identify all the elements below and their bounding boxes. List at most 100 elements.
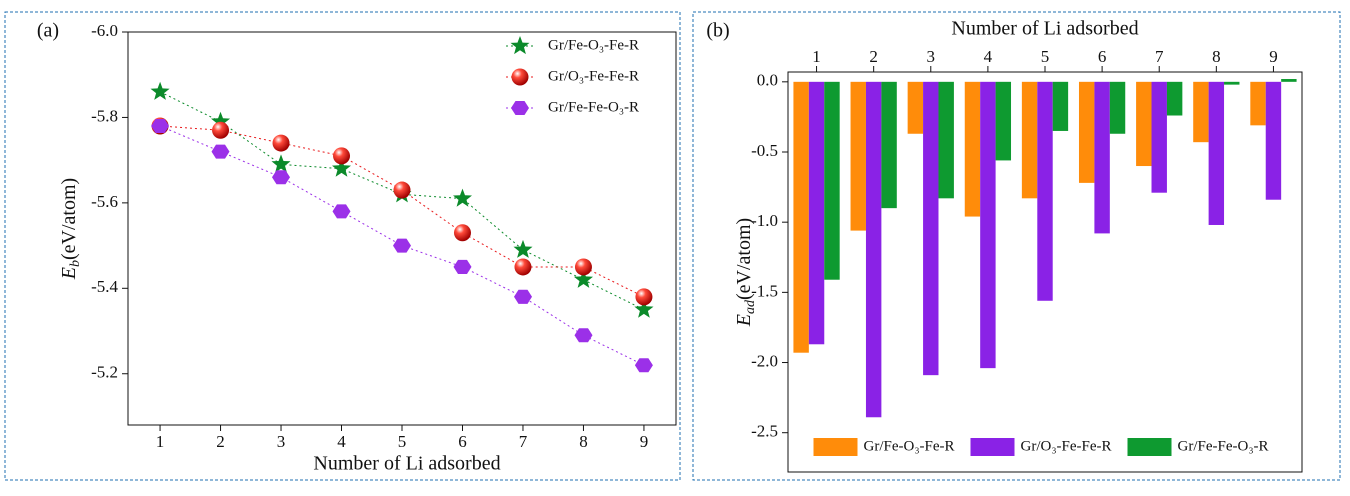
legend-label: Gr/Fe-Fe-O₃-R xyxy=(548,99,639,115)
plot-frame xyxy=(127,31,677,426)
legend-swatch xyxy=(1127,438,1172,456)
bar xyxy=(980,81,996,369)
x-tick-label: 3 xyxy=(277,432,286,451)
bar xyxy=(1109,81,1126,134)
marker-circle xyxy=(333,147,351,165)
marker-hexagon xyxy=(151,119,170,133)
marker-star xyxy=(510,36,530,55)
panel-frame xyxy=(4,11,681,481)
marker-star xyxy=(573,269,593,288)
bar xyxy=(1021,81,1038,199)
x-tick-label: 9 xyxy=(1269,47,1278,66)
bar xyxy=(907,81,924,134)
y-tick-label: -6.0 xyxy=(91,21,118,40)
bar xyxy=(964,81,981,217)
legend-swatch xyxy=(970,438,1015,456)
marker-star xyxy=(211,111,231,130)
marker-star xyxy=(271,154,291,173)
y-tick-label: 0.0 xyxy=(757,71,778,90)
bar xyxy=(1208,81,1225,225)
y-label-subscript: b xyxy=(68,260,83,267)
marker-star xyxy=(453,188,472,207)
y-tick-label: -5.2 xyxy=(91,363,118,382)
marker-circle xyxy=(514,258,532,276)
x-axis-label: Number of Li adsorbed xyxy=(951,18,1138,40)
marker-circle xyxy=(393,181,411,199)
x-tick-label: 1 xyxy=(812,47,821,66)
bar xyxy=(1193,81,1209,143)
legend-label: Gr/O₃-Fe-Fe-R xyxy=(1021,438,1112,454)
legend-label: Gr/Fe-O₃-Fe-R xyxy=(548,37,639,53)
x-axis-label: Number of Li adsorbed xyxy=(313,453,500,475)
y-tick-label: -2.0 xyxy=(751,351,778,370)
panel-frame xyxy=(692,11,1341,481)
bar xyxy=(1094,81,1110,234)
bar xyxy=(850,81,866,231)
bar xyxy=(808,81,825,345)
x-tick-label: 5 xyxy=(398,432,407,451)
bar xyxy=(793,81,809,353)
legend-swatch xyxy=(813,438,858,456)
marker-hexagon xyxy=(574,328,593,343)
y-label-symbol: E xyxy=(58,267,80,280)
y-label-symbol: E xyxy=(733,314,755,327)
series-line xyxy=(160,125,645,298)
x-tick-label: 2 xyxy=(869,47,878,66)
y-tick-label: -0.5 xyxy=(751,141,778,160)
y-label-unit: (eV/atom) xyxy=(58,178,80,260)
x-tick-label: 7 xyxy=(1155,47,1164,66)
bar xyxy=(1250,81,1266,126)
bar xyxy=(1265,81,1282,200)
marker-circle xyxy=(453,224,471,242)
x-tick-label: 5 xyxy=(1041,47,1050,66)
x-tick-label: 1 xyxy=(156,432,165,451)
x-tick-label: 3 xyxy=(927,47,936,66)
y-label-subscript: ad xyxy=(743,299,758,314)
bar xyxy=(1224,81,1240,85)
marker-hexagon xyxy=(511,101,529,115)
marker-circle xyxy=(511,68,529,86)
x-tick-label: 6 xyxy=(458,432,467,451)
x-tick-label: 2 xyxy=(216,432,225,451)
x-tick-label: 4 xyxy=(337,432,346,451)
y-tick-label: -1.5 xyxy=(751,281,778,300)
marker-circle xyxy=(635,288,653,306)
y-axis-label: Ead(eV/atom) xyxy=(733,218,759,327)
panel-label: (a) xyxy=(37,20,59,42)
bar xyxy=(1037,81,1053,301)
y-tick-label: -5.8 xyxy=(91,106,118,125)
x-tick-label: 9 xyxy=(640,432,649,451)
series-line xyxy=(159,91,645,311)
x-tick-label: 7 xyxy=(519,432,528,451)
bar xyxy=(938,81,954,199)
legend-label: Gr/Fe-Fe-O₃-R xyxy=(1178,438,1269,454)
x-tick-label: 4 xyxy=(984,47,993,66)
marker-star xyxy=(513,239,533,258)
y-tick-label: -2.5 xyxy=(751,422,778,441)
marker-hexagon xyxy=(514,289,532,304)
marker-star xyxy=(332,158,351,177)
bar xyxy=(1052,81,1069,131)
bar xyxy=(995,81,1012,161)
y-axis-label: Eb(eV/atom) xyxy=(58,178,84,280)
bar xyxy=(824,81,840,280)
marker-hexagon xyxy=(634,358,653,373)
y-tick-label: -5.4 xyxy=(91,277,118,296)
x-tick-label: 6 xyxy=(1098,47,1107,66)
legend-label: Gr/Fe-O₃-Fe-R xyxy=(864,438,955,454)
bar xyxy=(881,81,897,209)
x-tick-label: 8 xyxy=(1212,47,1221,66)
x-tick-label: 8 xyxy=(579,432,588,451)
marker-hexagon xyxy=(272,170,290,185)
bar xyxy=(1151,81,1167,193)
bar xyxy=(923,81,939,376)
marker-hexagon xyxy=(332,204,351,219)
bar xyxy=(1136,81,1152,167)
bar xyxy=(1166,81,1183,116)
marker-hexagon xyxy=(211,144,230,159)
y-tick-label: -1.0 xyxy=(751,211,778,230)
marker-circle xyxy=(574,258,592,276)
y-tick-label: -5.6 xyxy=(91,192,118,211)
